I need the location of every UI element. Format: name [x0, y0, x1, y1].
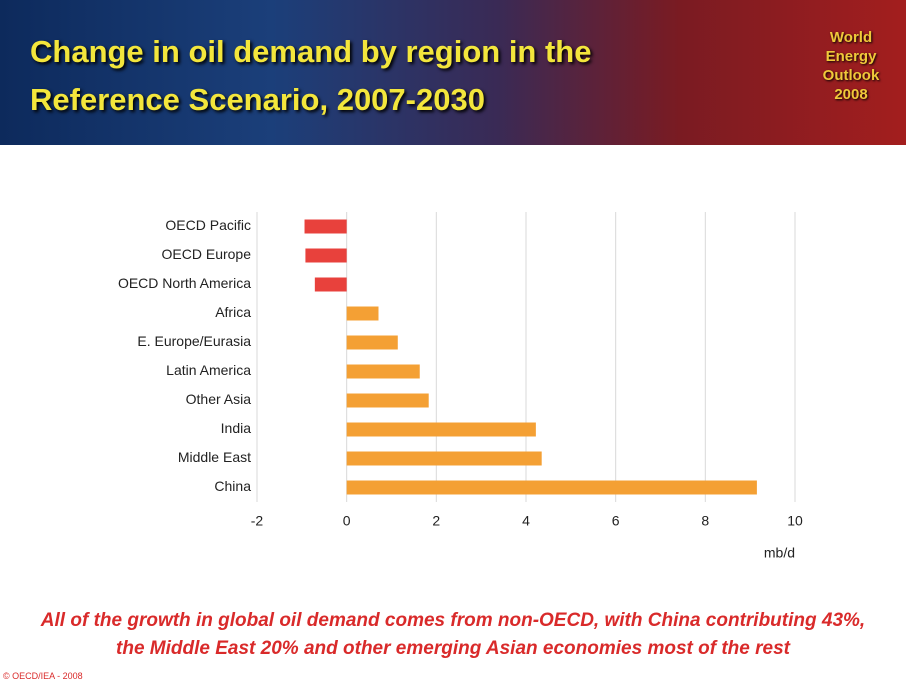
bar [314, 277, 347, 292]
y-tick-label: Other Asia [186, 391, 252, 407]
y-tick-label: Latin America [166, 362, 251, 378]
y-tick-label: India [221, 420, 252, 436]
x-tick-label: 4 [522, 513, 530, 529]
y-tick-label: E. Europe/Eurasia [137, 333, 251, 349]
bar [346, 480, 757, 495]
bar [346, 422, 536, 437]
chart: -2 0 2 4 6 8 10 mb/d OECD Pacific OECD Europe OECD… [118, 212, 803, 561]
y-tick-label: China [214, 478, 251, 494]
x-tick-label: 6 [612, 513, 620, 529]
bar [305, 248, 347, 263]
caption: All of the growth in global oil demand c… [40, 610, 866, 659]
logo: World Energy Outlook 2008 [822, 29, 880, 103]
x-tick-label: 10 [787, 513, 803, 529]
y-tick-label: OECD Europe [162, 246, 252, 262]
slide-title: Change in oil demand by region in the Re… [30, 34, 592, 117]
bar [346, 364, 420, 379]
bar [346, 451, 542, 466]
y-tick-label: Africa [215, 304, 251, 320]
x-tick-label: 8 [701, 513, 709, 529]
y-tick-label: OECD Pacific [165, 217, 251, 233]
bar [346, 393, 429, 408]
bar [304, 219, 347, 234]
bar [346, 335, 398, 350]
bar [346, 306, 379, 321]
x-tick-label: 2 [432, 513, 440, 529]
y-tick-label: Middle East [178, 449, 251, 465]
x-axis-label: mb/d [764, 545, 795, 561]
y-tick-label: OECD North America [118, 275, 251, 291]
x-tick-label: 0 [343, 513, 351, 529]
x-tick-label: -2 [251, 513, 264, 529]
copyright: © OECD/IEA - 2008 [3, 671, 83, 681]
banner [0, 0, 906, 145]
